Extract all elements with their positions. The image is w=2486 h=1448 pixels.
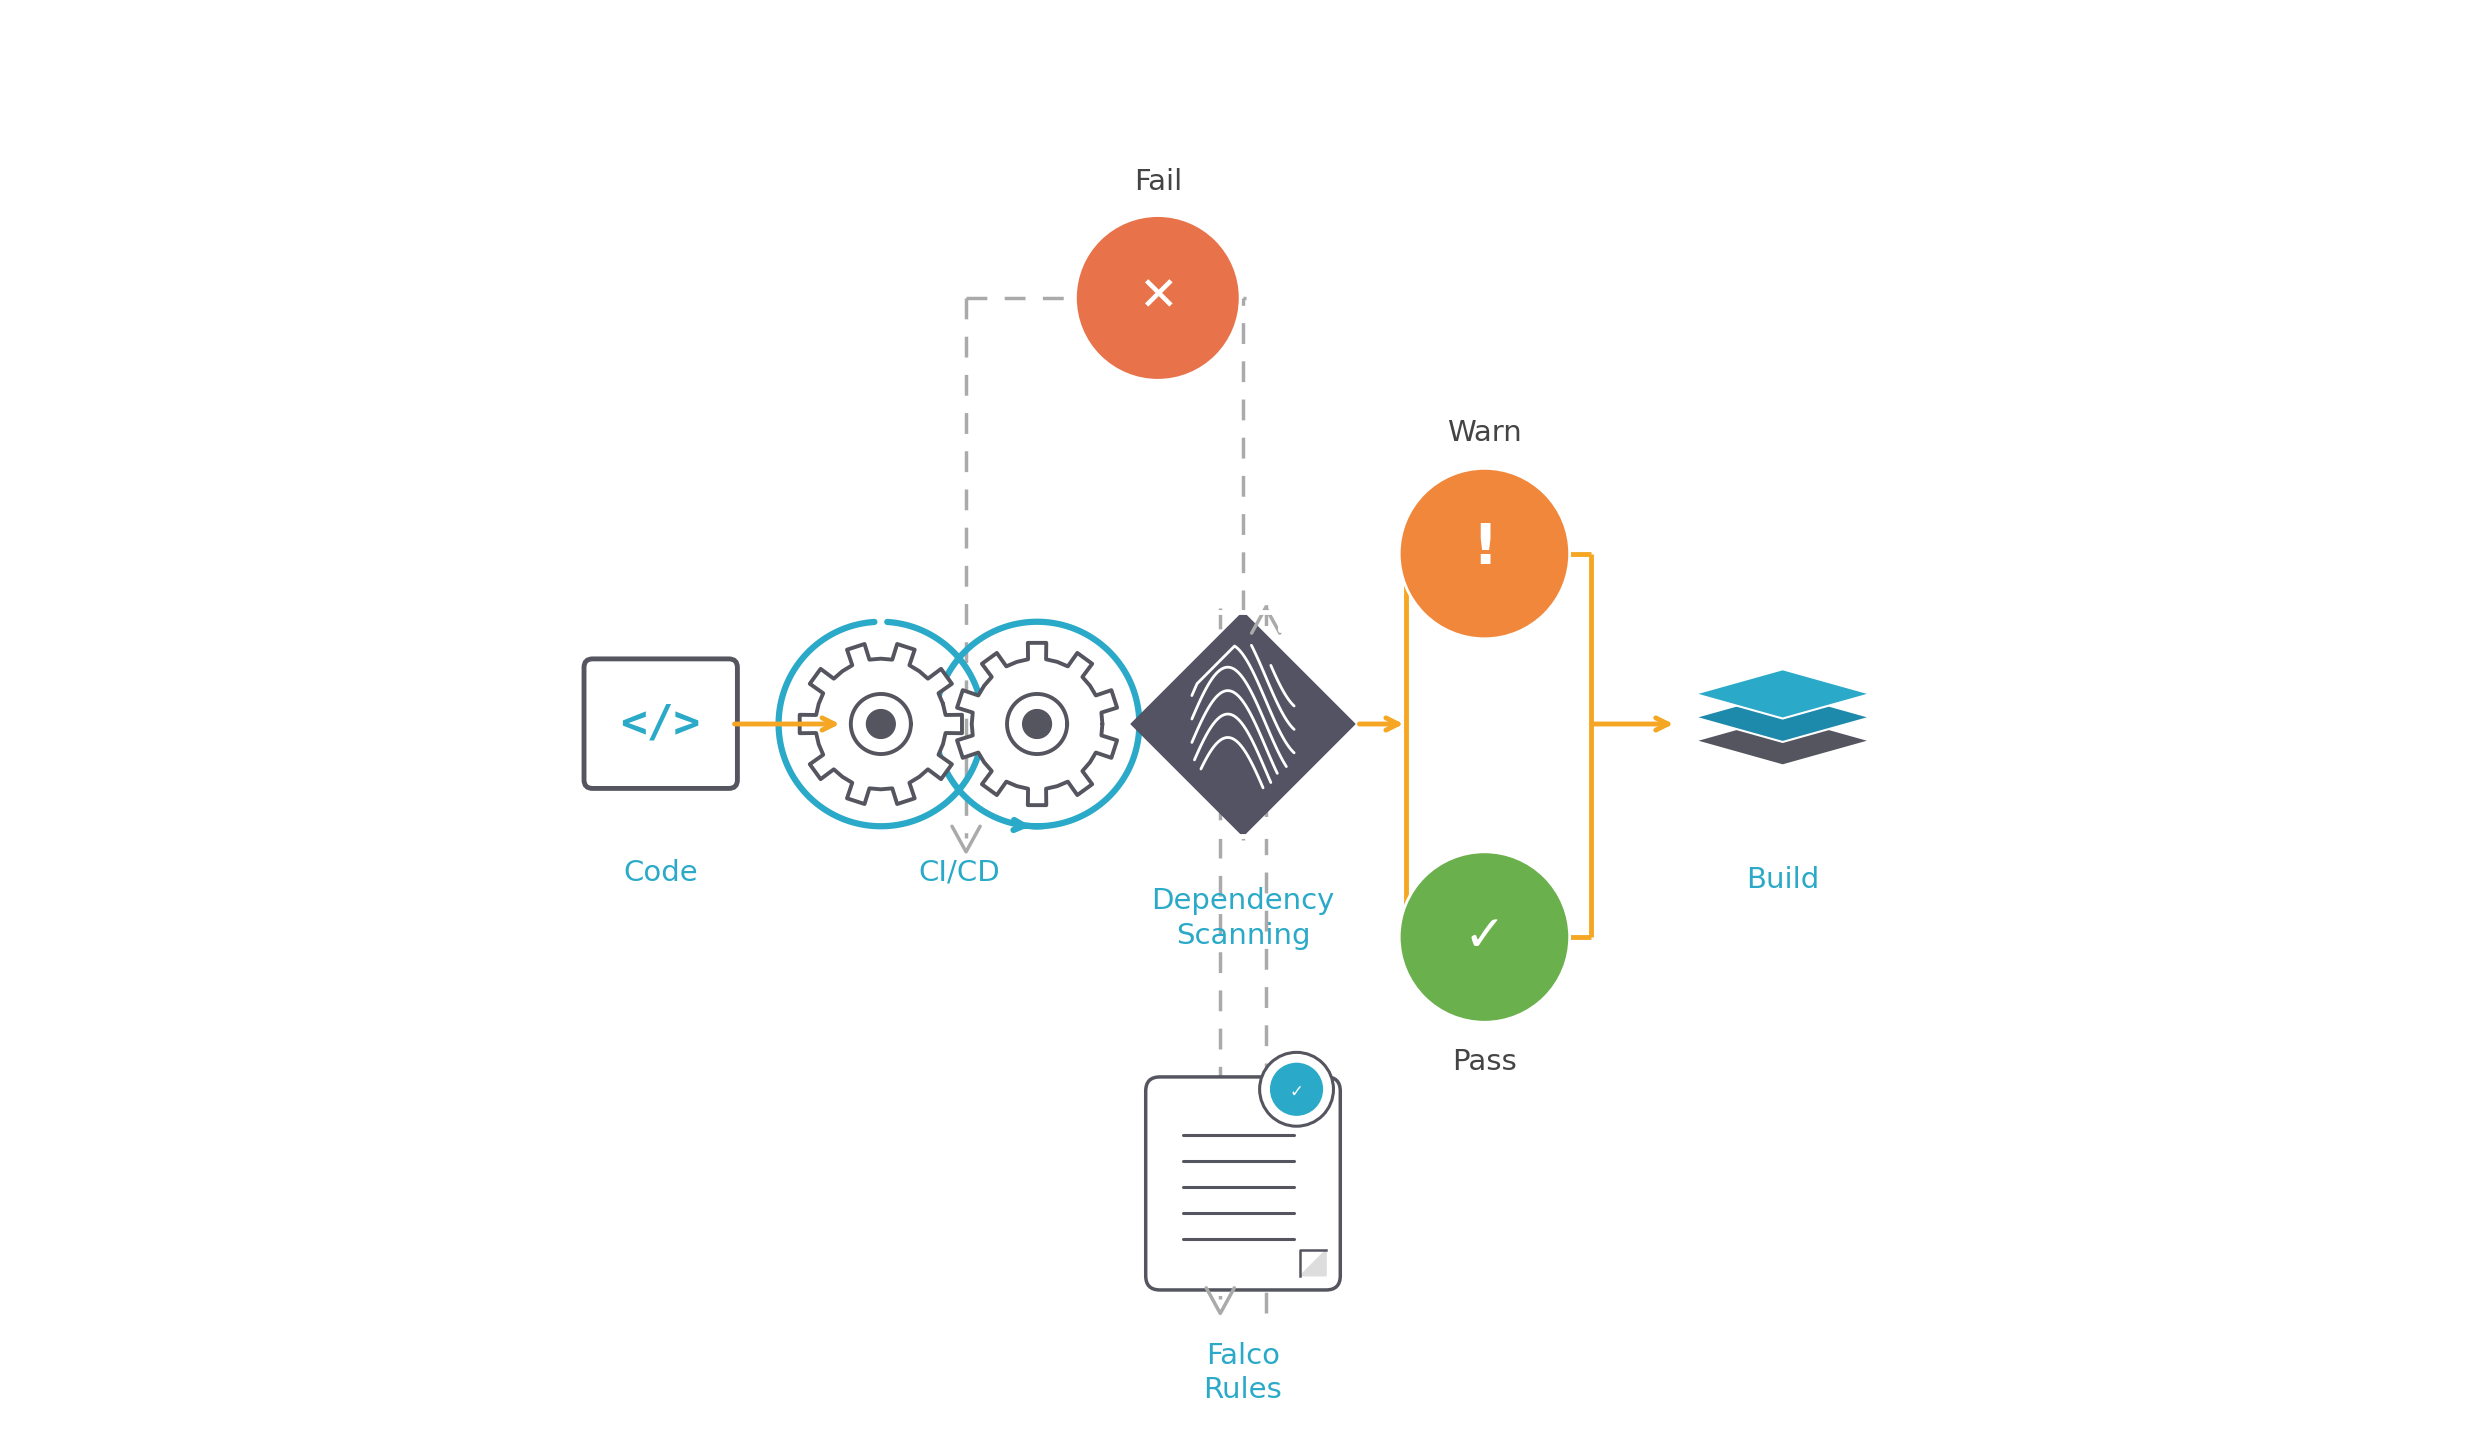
Polygon shape [868,710,895,738]
Text: Pass: Pass [1452,1048,1516,1076]
Polygon shape [800,644,962,804]
Circle shape [1270,1063,1323,1116]
Polygon shape [1695,669,1872,718]
Polygon shape [1131,613,1355,835]
Polygon shape [957,643,1116,805]
Text: Falco
Rules: Falco Rules [1203,1342,1283,1405]
Polygon shape [850,694,910,754]
Text: ✓: ✓ [1464,914,1507,961]
Polygon shape [1007,694,1066,754]
FancyBboxPatch shape [584,659,738,788]
Text: Build: Build [1745,866,1820,893]
Polygon shape [1022,710,1052,738]
Text: ✓: ✓ [1290,1083,1303,1100]
Text: Warn: Warn [1447,418,1521,447]
Text: !: ! [1472,521,1497,575]
FancyBboxPatch shape [1146,1077,1340,1290]
Circle shape [1260,1053,1332,1127]
Text: CI/CD: CI/CD [917,859,999,888]
Polygon shape [1300,1250,1325,1276]
Text: Fail: Fail [1134,168,1181,195]
Text: Dependency
Scanning: Dependency Scanning [1151,888,1335,950]
Text: </>: </> [622,702,701,746]
Circle shape [1400,468,1569,639]
Text: ✕: ✕ [1139,275,1178,320]
Polygon shape [1695,692,1872,741]
Circle shape [1400,851,1569,1022]
Circle shape [1076,216,1241,381]
Text: Code: Code [624,859,699,888]
Polygon shape [1695,717,1872,766]
